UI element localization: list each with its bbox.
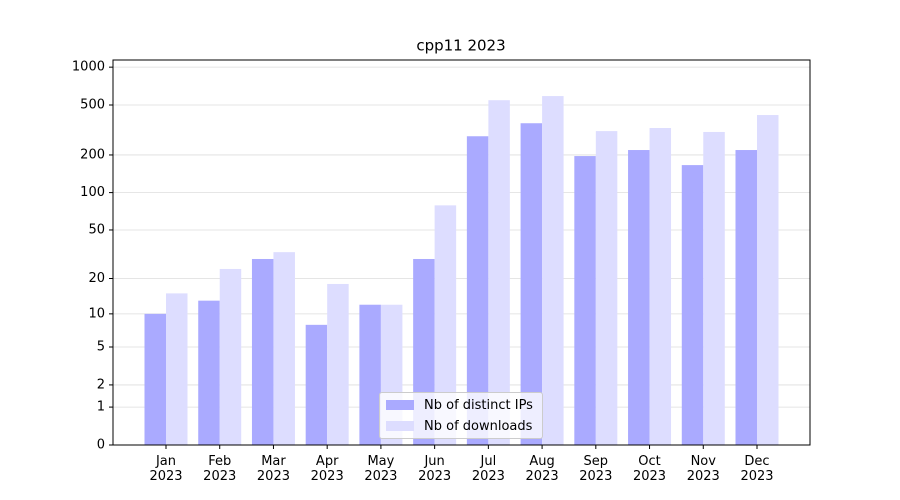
bar (574, 156, 596, 445)
plot-frame (112, 59, 811, 446)
bar (520, 123, 543, 445)
y-tick-label: 200 (80, 147, 105, 162)
bar (327, 283, 349, 445)
bar (305, 324, 328, 445)
bar (703, 131, 725, 446)
legend: Nb of distinct IPs Nb of downloads (379, 392, 543, 439)
bar (359, 304, 381, 445)
legend-entry: Nb of downloads (386, 417, 532, 435)
y-tick-label: 0 (97, 438, 105, 453)
legend-label: Nb of distinct IPs (424, 397, 533, 413)
y-tick-label: 1 (97, 400, 105, 415)
bar (466, 136, 489, 445)
bar (198, 300, 220, 445)
x-tick-label: Oct 2023 (632, 454, 667, 484)
x-tick-label: Sep 2023 (579, 454, 613, 484)
bar (649, 128, 672, 445)
bar (542, 96, 564, 445)
bar (735, 150, 757, 445)
y-tick-label: 1000 (72, 60, 105, 75)
bar (144, 313, 166, 445)
bar (273, 252, 295, 445)
bar (251, 258, 274, 445)
x-tick-label: Aug 2023 (525, 454, 559, 484)
bar (219, 268, 242, 445)
x-tick-label: Nov 2023 (686, 454, 720, 484)
y-tick-label: 50 (88, 222, 105, 237)
legend-label: Nb of downloads (424, 418, 533, 434)
legend-swatch (386, 400, 414, 410)
y-tick-label: 100 (80, 185, 105, 200)
bar (595, 131, 618, 445)
x-tick-label: Jan 2023 (149, 454, 183, 484)
y-tick-label: 5 (97, 340, 105, 355)
y-tick-label: 10 (88, 306, 105, 321)
bar (434, 205, 457, 445)
x-tick-label: Feb 2023 (203, 454, 237, 484)
y-tick-label: 500 (80, 98, 105, 113)
x-tick-label: Apr 2023 (310, 454, 344, 484)
bar (628, 150, 650, 445)
legend-swatch (386, 421, 414, 431)
x-tick-label: May 2023 (364, 454, 398, 484)
x-tick-label: Jul 2023 (471, 454, 505, 484)
x-tick-label: Jun 2023 (418, 454, 452, 484)
bar (681, 165, 704, 446)
y-tick-label: 20 (88, 271, 105, 286)
chart-title: cpp11 2023 (416, 37, 505, 55)
bar (166, 293, 188, 445)
bar (488, 100, 510, 445)
legend-entry: Nb of distinct IPs (386, 396, 533, 414)
x-tick-label: Mar 2023 (256, 454, 290, 484)
y-tick-label: 2 (97, 377, 105, 392)
bar (757, 115, 779, 445)
x-tick-label: Dec 2023 (740, 454, 774, 484)
